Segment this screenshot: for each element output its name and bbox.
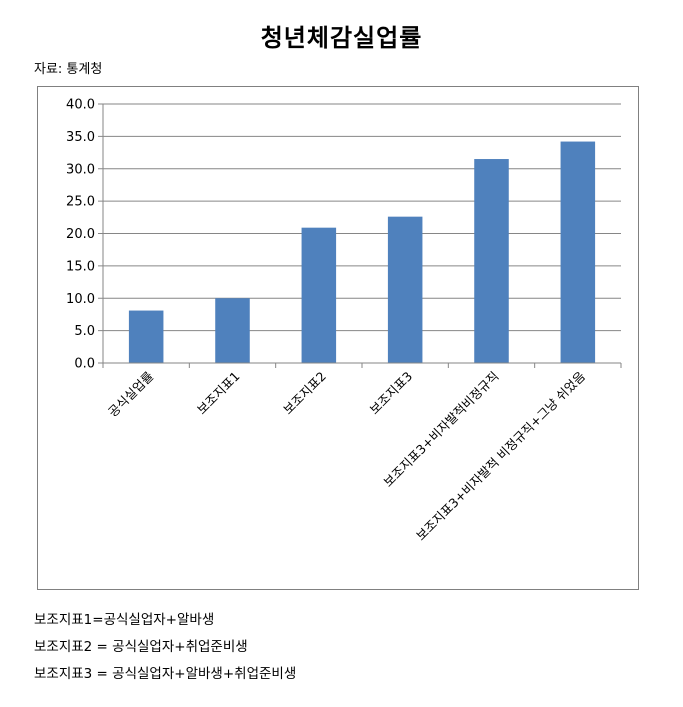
- source-label: 자료: 통계청: [34, 62, 103, 77]
- bar-chart: 0.0 5.0 10.0 15.0 20.0 25.0 30.0 35.0 40.0 공식실업률…: [66, 98, 622, 544]
- x-category-label: 보조지표1: [194, 369, 243, 418]
- y-tick-label: 10.0: [66, 292, 95, 307]
- footnotes: 보조지표1=공식실업자+알바생 보조지표2 = 공식실업자+취업준비생 보조지표…: [34, 607, 296, 688]
- bar-3: [301, 227, 337, 363]
- y-tick-label: 20.0: [66, 227, 95, 242]
- x-category-label: 보조지표3+비자발적 비정규직+그냥 쉬었음: [413, 369, 588, 544]
- y-tick-label: 30.0: [66, 162, 95, 177]
- x-category-label: 보조지표2: [280, 369, 329, 418]
- footnote-1: 보조지표1=공식실업자+알바생: [34, 612, 215, 628]
- footnote-3: 보조지표3 = 공식실업자+알바생+취업준비생: [34, 666, 297, 682]
- y-tick-label: 5.0: [74, 324, 95, 339]
- chart-area: 0.0 5.0 10.0 15.0 20.0 25.0 30.0 35.0 40.0 공식실업률…: [37, 86, 639, 590]
- y-tick-label: 35.0: [66, 130, 95, 145]
- bar-2: [215, 298, 250, 363]
- y-tick-label: 15.0: [66, 259, 95, 274]
- footnote-2: 보조지표2 = 공식실업자+취업준비생: [34, 639, 248, 655]
- x-category-label: 공식실업률: [105, 369, 156, 420]
- y-tick-label: 40.0: [66, 98, 95, 113]
- x-category-label: 보조지표3: [367, 369, 416, 418]
- bar-1: [128, 310, 164, 363]
- bar-5: [474, 159, 509, 363]
- y-tick-label: 25.0: [66, 195, 95, 210]
- chart-title: 청년체감실업률: [260, 24, 423, 52]
- y-tick-label: 0.0: [74, 357, 95, 372]
- bar-6: [560, 141, 596, 363]
- bar-4: [387, 216, 423, 363]
